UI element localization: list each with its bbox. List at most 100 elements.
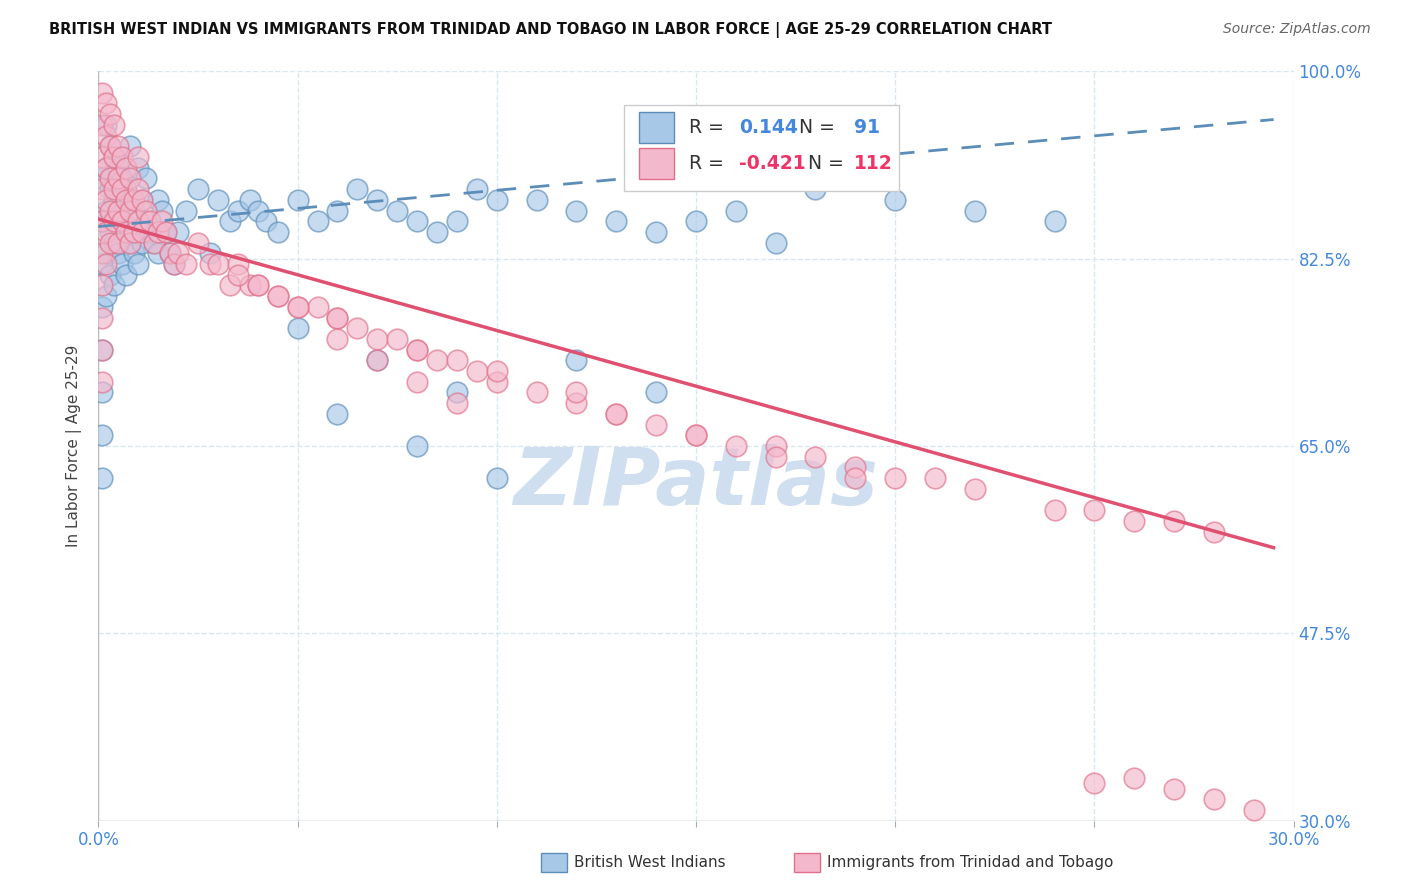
FancyBboxPatch shape: [624, 105, 900, 191]
Text: British West Indians: British West Indians: [574, 855, 725, 870]
Point: [98, 182, 122, 196]
Point: [307, 214, 329, 228]
Point: [526, 193, 548, 207]
Point: [159, 246, 181, 260]
Point: [91, 86, 114, 100]
Point: [131, 225, 153, 239]
Point: [96, 161, 118, 175]
Point: [207, 193, 229, 207]
Point: [219, 214, 242, 228]
Point: [685, 428, 707, 442]
Point: [91, 385, 114, 400]
Point: [91, 471, 114, 485]
Point: [120, 235, 142, 250]
Point: [207, 257, 229, 271]
Point: [198, 246, 221, 260]
Point: [103, 214, 125, 228]
Point: [485, 471, 508, 485]
Point: [326, 310, 349, 325]
Point: [287, 300, 309, 314]
Point: [239, 193, 262, 207]
Point: [111, 214, 134, 228]
Point: [645, 417, 668, 432]
Point: [103, 278, 125, 293]
Point: [96, 225, 118, 239]
Point: [645, 385, 668, 400]
Text: -0.421: -0.421: [740, 154, 806, 173]
Point: [884, 193, 907, 207]
Point: [91, 300, 114, 314]
Point: [1202, 792, 1225, 806]
Point: [198, 257, 221, 271]
Point: [724, 203, 747, 218]
Point: [326, 332, 349, 346]
Point: [115, 268, 138, 282]
Point: [115, 193, 138, 207]
Point: [1202, 524, 1225, 539]
Point: [963, 203, 986, 218]
Point: [246, 278, 269, 293]
Point: [1123, 771, 1146, 785]
Point: [148, 225, 170, 239]
Point: [254, 214, 277, 228]
Point: [115, 182, 138, 196]
Point: [107, 203, 129, 218]
Point: [135, 214, 157, 228]
Point: [1043, 503, 1066, 517]
Point: [565, 396, 588, 410]
Point: [148, 193, 170, 207]
Point: [565, 385, 588, 400]
Point: [565, 203, 588, 218]
Point: [96, 96, 118, 111]
Text: BRITISH WEST INDIAN VS IMMIGRANTS FROM TRINIDAD AND TOBAGO IN LABOR FORCE | AGE : BRITISH WEST INDIAN VS IMMIGRANTS FROM T…: [49, 22, 1052, 38]
Point: [366, 353, 388, 368]
Point: [103, 150, 125, 164]
Point: [446, 385, 468, 400]
Point: [124, 246, 146, 260]
Point: [91, 428, 114, 442]
Point: [267, 289, 290, 303]
Point: [127, 150, 149, 164]
Point: [485, 193, 508, 207]
Point: [91, 118, 114, 132]
Text: 91: 91: [853, 118, 880, 137]
Point: [426, 225, 449, 239]
Point: [1083, 776, 1105, 790]
Point: [246, 203, 269, 218]
Point: [91, 182, 114, 196]
Point: [844, 460, 866, 475]
Point: [765, 439, 787, 453]
Point: [159, 246, 181, 260]
Point: [131, 193, 153, 207]
Point: [446, 353, 468, 368]
Text: N =: N =: [787, 118, 841, 137]
Point: [111, 150, 134, 164]
Point: [107, 171, 129, 186]
Point: [98, 139, 122, 153]
Point: [163, 257, 186, 271]
Point: [246, 278, 269, 293]
Point: [446, 214, 468, 228]
Point: [155, 225, 177, 239]
Point: [96, 118, 118, 132]
Point: [187, 182, 209, 196]
Point: [98, 225, 122, 239]
Point: [96, 257, 118, 271]
Point: [465, 182, 488, 196]
Point: [605, 407, 627, 421]
Point: [239, 278, 262, 293]
Point: [96, 161, 118, 175]
Point: [91, 257, 114, 271]
Text: 0.144: 0.144: [740, 118, 797, 137]
Point: [406, 343, 429, 357]
Point: [96, 203, 118, 218]
Point: [148, 246, 170, 260]
Point: [765, 235, 787, 250]
Point: [1163, 781, 1185, 796]
Point: [1163, 514, 1185, 528]
Point: [111, 171, 134, 186]
Point: [765, 450, 787, 464]
Point: [366, 332, 388, 346]
Point: [127, 257, 149, 271]
Point: [98, 235, 122, 250]
